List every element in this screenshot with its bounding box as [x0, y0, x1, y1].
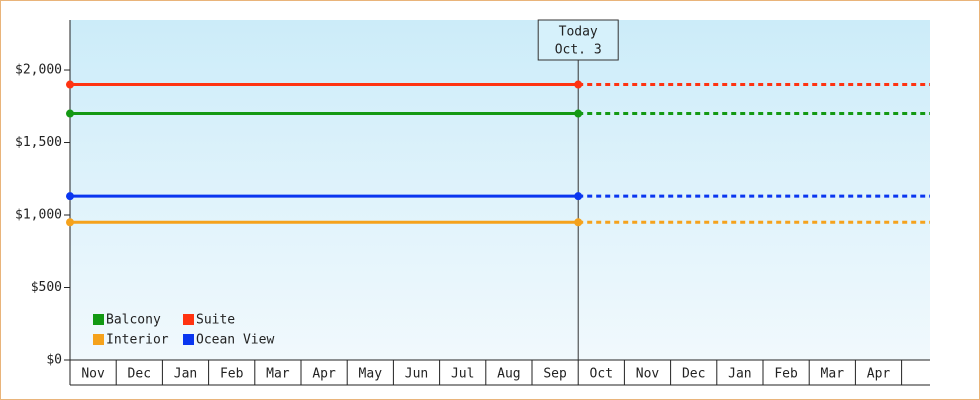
x-tick-label: May	[359, 367, 383, 382]
x-tick-label: Aug	[497, 367, 520, 382]
point	[66, 218, 74, 227]
y-tick-label: $500	[31, 280, 62, 295]
today-label: Oct. 3	[555, 43, 602, 58]
x-tick-label: Mar	[821, 367, 845, 382]
point	[66, 109, 74, 118]
point	[574, 218, 583, 227]
point	[574, 192, 583, 201]
point	[66, 192, 74, 201]
x-tick-label: Jun	[405, 367, 428, 382]
x-tick-label: Apr	[867, 367, 891, 382]
x-tick-label: Nov	[636, 367, 660, 382]
legend-swatch	[183, 334, 194, 345]
x-tick-label: Oct	[590, 367, 613, 382]
point	[66, 80, 74, 89]
legend-swatch	[183, 314, 194, 325]
plot-area	[70, 20, 930, 360]
x-tick-label: Jan	[174, 367, 197, 382]
y-tick-label: $1,000	[15, 208, 62, 223]
legend-label: Ocean View	[196, 333, 274, 348]
x-tick-label: Nov	[81, 367, 105, 382]
x-tick-label: Feb	[774, 367, 798, 382]
legend-label: Balcony	[106, 313, 161, 328]
x-tick-label: Dec	[682, 367, 705, 382]
legend-label: Interior	[106, 333, 169, 348]
y-tick-label: $1,500	[15, 135, 62, 150]
x-tick-label: Dec	[128, 367, 151, 382]
legend-swatch	[93, 314, 104, 325]
today-box	[537, 19, 619, 61]
x-tick-label: Sep	[543, 367, 567, 382]
point	[574, 109, 583, 118]
y-tick-label: $0	[46, 353, 62, 368]
today-label: Today	[559, 25, 598, 40]
x-tick-label: Feb	[220, 367, 244, 382]
x-tick-label: Apr	[312, 367, 336, 382]
legend-label: Suite	[196, 313, 235, 328]
x-tick-label: Mar	[266, 367, 290, 382]
x-tick-label: Jan	[728, 367, 751, 382]
point	[574, 80, 583, 89]
legend-swatch	[93, 334, 104, 345]
x-tick-label: Jul	[451, 367, 474, 382]
y-tick-label: $2,000	[15, 63, 62, 78]
